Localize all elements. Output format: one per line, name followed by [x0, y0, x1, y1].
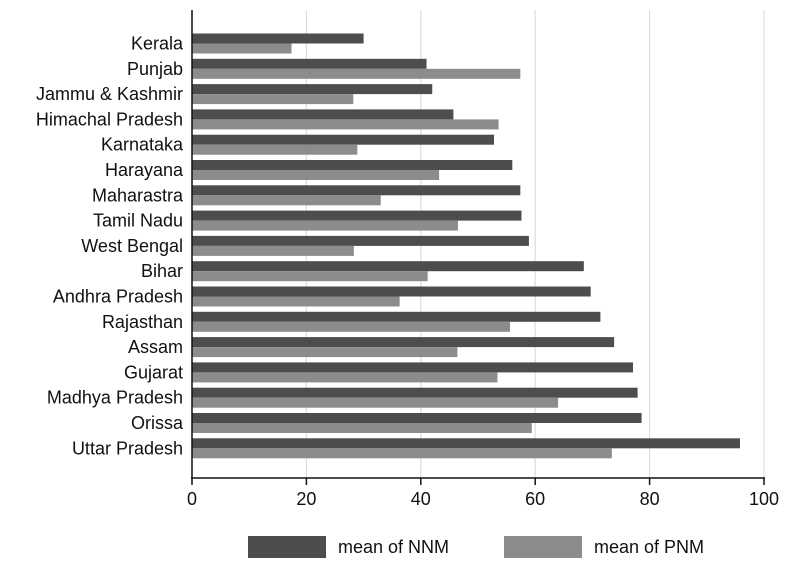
- category-label: Gujarat: [124, 362, 183, 382]
- bar-pnm: [192, 321, 511, 332]
- bar-nnm: [192, 160, 513, 170]
- legend-label: mean of NNM: [338, 537, 449, 557]
- bar-nnm: [192, 438, 740, 449]
- x-tick-label: 0: [187, 489, 197, 509]
- category-label: West Bengal: [81, 236, 183, 256]
- bar-pnm: [192, 94, 354, 105]
- bar-nnm: [192, 387, 638, 398]
- bar-pnm: [192, 220, 458, 231]
- category-label: Maharastra: [92, 185, 184, 205]
- category-label: Jammu & Kashmir: [36, 84, 183, 104]
- category-label: Himachal Pradesh: [36, 109, 183, 129]
- bar-pnm: [192, 397, 559, 408]
- x-tick-label: 60: [525, 489, 545, 509]
- bar-pnm: [192, 245, 354, 256]
- category-label: Orissa: [131, 413, 184, 433]
- category-label: Andhra Pradesh: [53, 287, 183, 307]
- bar-pnm: [192, 423, 532, 433]
- bar-pnm: [192, 372, 498, 383]
- bar-nnm: [192, 33, 364, 44]
- bar-pnm: [192, 144, 358, 155]
- bar-pnm: [192, 68, 521, 79]
- category-label: Bihar: [141, 261, 183, 281]
- bar-pnm: [192, 43, 292, 54]
- bar-pnm: [192, 271, 428, 282]
- bar-nnm: [192, 58, 427, 69]
- category-label: Harayana: [105, 160, 184, 180]
- bar-nnm: [192, 311, 601, 322]
- category-label: Madhya Pradesh: [47, 388, 183, 408]
- legend: mean of NNM mean of PNM: [248, 536, 704, 558]
- bar-pnm: [192, 448, 612, 459]
- legend-swatch: [504, 536, 582, 558]
- category-label: Punjab: [127, 59, 183, 79]
- bar-nnm: [192, 261, 584, 272]
- bars: [192, 33, 740, 459]
- bar-nnm: [192, 337, 615, 348]
- bar-nnm: [192, 109, 454, 120]
- x-tick-label: 20: [296, 489, 316, 509]
- bar-nnm: [192, 185, 521, 196]
- bar-pnm: [192, 195, 381, 206]
- bar-nnm: [192, 84, 433, 95]
- bar-nnm: [192, 413, 642, 423]
- bar-nnm: [192, 286, 591, 297]
- bar-pnm: [192, 119, 499, 130]
- legend-swatch: [248, 536, 326, 558]
- bar-nnm: [192, 210, 522, 221]
- category-label: Tamil Nadu: [93, 211, 183, 231]
- bar-nnm: [192, 362, 634, 373]
- bar-nnm: [192, 134, 495, 145]
- category-label: Assam: [128, 337, 183, 357]
- bar-pnm: [192, 170, 440, 180]
- category-label: Rajasthan: [102, 312, 183, 332]
- x-tick-label: 40: [411, 489, 431, 509]
- legend-label: mean of PNM: [594, 537, 704, 557]
- category-label: Karnataka: [101, 135, 184, 155]
- bar-pnm: [192, 296, 400, 307]
- x-tick-label: 80: [640, 489, 660, 509]
- bar-nnm: [192, 235, 529, 246]
- category-label: Kerala: [131, 34, 184, 54]
- category-label: Uttar Pradesh: [72, 438, 183, 458]
- bar-pnm: [192, 347, 458, 358]
- axes: Kerala Punjab Jammu & Kashmir Himachal Prad…: [36, 10, 779, 509]
- x-tick-label: 100: [749, 489, 779, 509]
